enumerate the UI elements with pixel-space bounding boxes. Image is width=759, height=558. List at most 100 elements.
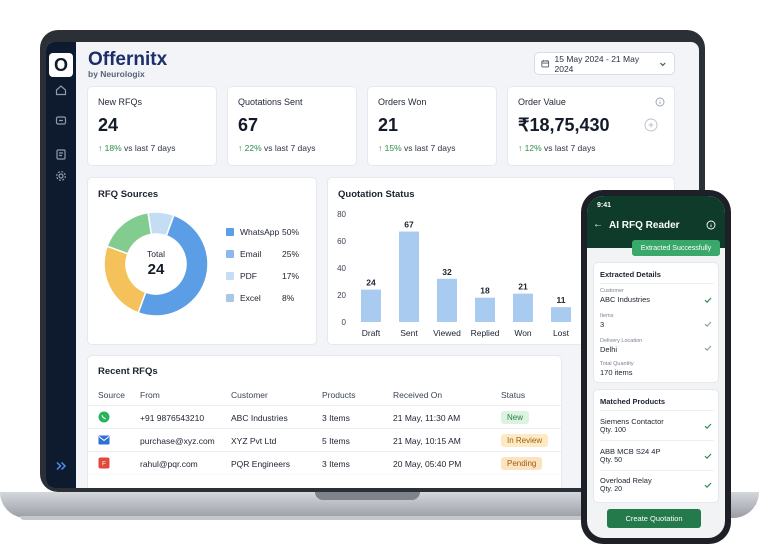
whatsapp-icon	[98, 411, 110, 425]
product-name: Overload Relay	[600, 476, 652, 485]
status-badge: Pending	[501, 457, 543, 470]
svg-text:F: F	[102, 461, 106, 468]
bar-lost[interactable]	[551, 307, 571, 322]
status-bar-time: 9:41	[597, 202, 612, 209]
create-quotation-button[interactable]: Create Quotation	[607, 509, 701, 528]
laptop-notch	[315, 492, 420, 500]
y-tick-label: 20	[337, 291, 346, 300]
y-tick-label: 0	[342, 318, 347, 327]
x-tick-label: Draft	[362, 328, 381, 338]
recent-rfqs-title: Recent RFQs	[98, 366, 158, 377]
products-cell: 3 Items	[322, 413, 350, 423]
gear-icon[interactable]	[55, 170, 67, 182]
donut-slice-pdf[interactable]	[106, 211, 153, 255]
field-value-customer: ABC Industries	[600, 295, 651, 304]
kpi-card-order-value[interactable]: Order Value ₹18,75,430 ↑ 12% vs last 7 d…	[507, 86, 675, 166]
message-icon[interactable]	[55, 115, 67, 127]
product-qty: Qty. 50	[600, 457, 623, 464]
field-label-quantity: Total Quantity	[600, 361, 634, 367]
from-cell: rahul@pqr.com	[140, 459, 198, 469]
col-products: Products	[322, 390, 356, 400]
table-row[interactable]: purchase@xyz.com XYZ Pvt Ltd 5 Items 21 …	[88, 428, 561, 451]
bar-won[interactable]	[513, 293, 533, 322]
legend-swatch	[226, 228, 234, 236]
phone-screen: 9:41 ← AI RFQ Reader Extracted Successfu…	[587, 196, 725, 538]
products-cell: 3 Items	[322, 459, 350, 469]
kpi-trend: ↑ 18% vs last 7 days	[98, 143, 176, 153]
product-qty: Qty. 20	[600, 486, 623, 493]
field-label-delivery: Delivery Location	[600, 338, 643, 344]
y-tick-label: 40	[337, 264, 346, 273]
legend-item-whatsapp: WhatsApp 50%	[226, 227, 299, 237]
y-tick-label: 60	[337, 237, 346, 246]
kpi-trend: ↑ 12% vs last 7 days	[518, 143, 596, 153]
home-icon[interactable]	[55, 84, 67, 96]
rfq-sources-card: RFQ Sources Total 24 WhatsApp 50% Email …	[87, 177, 317, 345]
received-cell: 21 May, 10:15 AM	[393, 436, 461, 446]
kpi-trend: ↑ 22% vs last 7 days	[238, 143, 316, 153]
date-range-picker[interactable]: 15 May 2024 - 21 May 2024	[534, 52, 675, 75]
laptop-foot	[20, 516, 600, 520]
product-name: ABB MCB S24 4P	[600, 447, 661, 456]
recent-rfqs-card: Recent RFQs Source From Customer Product…	[87, 355, 562, 488]
info-icon[interactable]	[706, 220, 716, 230]
phone-header: 9:41 ← AI RFQ Reader	[587, 196, 725, 248]
sidebar: O	[46, 42, 76, 488]
kpi-value: ₹18,75,430	[518, 115, 610, 135]
kpi-value: 67	[238, 115, 259, 135]
bar-replied[interactable]	[475, 297, 495, 322]
bar-viewed[interactable]	[437, 278, 457, 322]
kpi-title: New RFQs	[98, 97, 143, 107]
kpi-title: Orders Won	[378, 97, 427, 107]
legend-item-pdf: PDF 17%	[226, 271, 299, 281]
legend-swatch	[226, 272, 234, 280]
table-row[interactable]: +91 9876543210 ABC Industries 3 Items 21…	[88, 405, 561, 428]
brand-name: Offernitx	[88, 49, 168, 70]
field-label-items: Items	[600, 313, 614, 319]
kpi-card-quotations-sent[interactable]: Quotations Sent 67 ↑ 22% vs last 7 days	[227, 86, 357, 166]
calendar-icon	[541, 60, 550, 68]
donut-slice-whatsapp[interactable]	[137, 214, 209, 317]
kpi-trend: ↑ 15% vs last 7 days	[378, 143, 456, 153]
field-value-quantity: 170 items	[600, 368, 633, 377]
divider	[600, 283, 714, 284]
arrow-up-icon: ↑	[378, 143, 383, 153]
x-tick-label: Lost	[553, 328, 570, 338]
field-label-customer: Customer	[600, 288, 624, 294]
back-arrow-icon[interactable]: ←	[593, 219, 603, 230]
bar-value-label: 11	[557, 295, 566, 305]
rfq-sources-title: RFQ Sources	[98, 189, 159, 200]
date-range-text: 15 May 2024 - 21 May 2024	[554, 53, 640, 74]
kpi-value: 24	[98, 115, 119, 135]
field-value-items: 3	[600, 320, 605, 329]
matched-products-title: Matched Products	[600, 397, 666, 406]
table-row[interactable]: F rahul@pqr.com PQR Engineers 3 Items 20…	[88, 451, 561, 474]
y-tick-label: 80	[337, 210, 346, 219]
from-cell: +91 9876543210	[140, 413, 205, 423]
customer-cell: ABC Industries	[231, 413, 288, 423]
bar-value-label: 32	[442, 267, 452, 277]
check-icon	[704, 296, 712, 304]
double-chevron-right-icon[interactable]	[55, 460, 67, 472]
quotation-status-title: Quotation Status	[338, 189, 415, 200]
col-customer: Customer	[231, 390, 268, 400]
bar-sent[interactable]	[399, 231, 419, 322]
info-icon[interactable]	[655, 97, 665, 107]
status-badge: In Review	[501, 434, 549, 447]
kpi-card-new-rfqs[interactable]: New RFQs 24 ↑ 18% vs last 7 days	[87, 86, 217, 166]
matched-products-card: Matched Products Siemens Contactor Qty. …	[593, 389, 719, 503]
x-tick-label: Viewed	[433, 328, 461, 338]
legend-swatch	[226, 294, 234, 302]
add-icon[interactable]	[644, 118, 658, 132]
kpi-title: Quotations Sent	[238, 97, 303, 107]
table-header: Source From Customer Products Received O…	[88, 390, 561, 408]
email-icon	[98, 435, 110, 447]
products-cell: 5 Items	[322, 436, 350, 446]
kpi-card-orders-won[interactable]: Orders Won 21 ↑ 15% vs last 7 days	[367, 86, 497, 166]
clipboard-icon[interactable]	[55, 148, 67, 160]
pdf-icon: F	[98, 457, 110, 471]
kpi-value: 21	[378, 115, 399, 135]
donut-slice-excel[interactable]	[147, 211, 175, 237]
app-logo[interactable]: O	[49, 53, 73, 77]
bar-draft[interactable]	[361, 289, 381, 322]
